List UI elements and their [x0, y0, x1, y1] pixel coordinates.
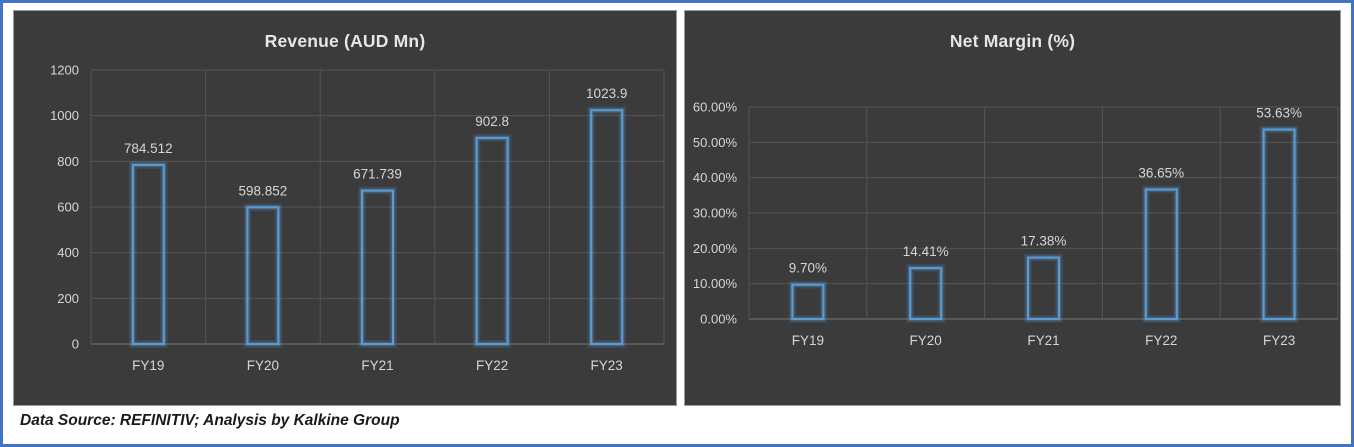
revenue-chart-title: Revenue (AUD Mn)	[264, 31, 426, 51]
bar-glow-FY23	[1261, 127, 1297, 322]
y-tick-label: 0.00%	[700, 312, 737, 327]
bar-glow-FY22	[472, 133, 512, 348]
data-label-FY23: 53.63%	[1256, 106, 1302, 121]
bar-glow-FY23	[587, 106, 627, 348]
bar-FY21	[1027, 256, 1060, 320]
bar-FY22	[475, 136, 509, 345]
bar-FY20	[246, 206, 280, 345]
x-label-FY20: FY20	[247, 358, 279, 373]
bar-glow-FY20	[906, 264, 946, 323]
bar-glow-FY21	[358, 186, 397, 348]
bar-glow-FY21	[1025, 255, 1062, 322]
bar-glow-FY22	[1143, 187, 1180, 322]
bar-glow-FY20	[907, 265, 944, 322]
bar-glow-FY23	[1259, 125, 1299, 323]
bar-glow-FY22	[1141, 185, 1181, 323]
data-label-FY19: 9.70%	[789, 261, 827, 276]
revenue-chart-canvas: 0 200 400 600 800 1000 1200 784.512 FY19 598.852 F…	[50, 63, 665, 373]
bar-FY23	[1262, 128, 1296, 320]
bar-glow-FY19	[788, 280, 828, 323]
bar-FY21	[361, 189, 394, 345]
data-label-FY19: 784.512	[124, 141, 173, 156]
revenue-chart-panel: Revenue (AUD Mn) 0 200 400 600 800 1000 1200 78…	[13, 10, 677, 406]
x-label-FY19: FY19	[132, 358, 164, 373]
bar-glow-FY21	[359, 188, 396, 347]
y-tick-label: 200	[57, 291, 79, 306]
net-margin-chart-canvas: 0.00% 10.00% 20.00% 30.00% 40.00% 50.00% 60.00…	[693, 100, 1339, 348]
bar-glow-FY22	[474, 135, 510, 347]
bar-glow-FY19	[128, 160, 168, 348]
data-label-FY21: 17.38%	[1021, 234, 1067, 249]
data-label-FY22: 902.8	[475, 114, 509, 129]
bar-FY19	[791, 283, 825, 320]
y-tick-label: 600	[57, 200, 79, 215]
x-label-FY20: FY20	[910, 333, 942, 348]
x-label-FY19: FY19	[792, 333, 824, 348]
bar-glow-FY19	[790, 282, 826, 322]
x-label-FY21: FY21	[1027, 333, 1059, 348]
y-tick-label: 0	[72, 337, 79, 352]
y-tick-label: 1200	[50, 63, 79, 78]
data-label-FY20: 598.852	[238, 183, 287, 198]
y-tick-label: 400	[57, 245, 79, 260]
data-label-FY23: 1023.9	[586, 86, 627, 101]
bar-FY19	[131, 163, 165, 345]
bar-FY20	[909, 267, 943, 320]
x-label-FY23: FY23	[1263, 333, 1295, 348]
data-source-note: Data Source: REFINITIV; Analysis by Kalk…	[20, 412, 400, 429]
bar-glow-FY20	[243, 203, 283, 348]
y-tick-label: 60.00%	[693, 100, 738, 115]
x-label-FY22: FY22	[476, 358, 508, 373]
y-tick-label: 10.00%	[693, 276, 738, 291]
net-margin-chart-panel: Net Margin (%) 0.00% 10.00% 20.00% 30.00% 40…	[684, 10, 1341, 406]
bar-glow-FY23	[588, 107, 625, 347]
bar-glow-FY20	[245, 205, 281, 347]
bar-glow-FY19	[130, 162, 167, 347]
y-tick-label: 800	[57, 154, 79, 169]
x-label-FY21: FY21	[361, 358, 393, 373]
bar-FY23	[590, 109, 624, 345]
bar-glow-FY21	[1024, 253, 1063, 323]
x-label-FY22: FY22	[1145, 333, 1177, 348]
y-tick-label: 40.00%	[693, 170, 738, 185]
y-tick-label: 1000	[50, 108, 79, 123]
y-tick-label: 50.00%	[693, 135, 738, 150]
y-tick-label: 20.00%	[693, 241, 738, 256]
data-label-FY21: 671.739	[353, 167, 402, 182]
data-label-FY20: 14.41%	[903, 244, 949, 259]
y-tick-label: 30.00%	[693, 206, 738, 221]
bar-FY22	[1144, 188, 1178, 320]
net-margin-chart-title: Net Margin (%)	[949, 31, 1076, 51]
data-label-FY22: 36.65%	[1138, 166, 1184, 181]
x-label-FY23: FY23	[591, 358, 623, 373]
